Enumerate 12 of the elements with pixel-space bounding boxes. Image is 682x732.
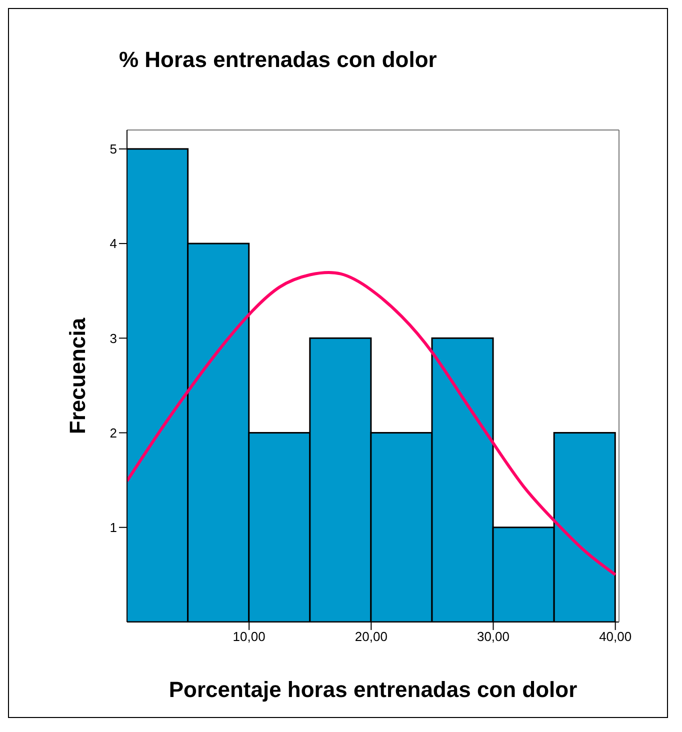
x-tick-label: 30,00: [476, 629, 510, 644]
x-axis-title: Porcentaje horas entrenadas con dolor: [168, 677, 578, 702]
y-tick-label: 3: [110, 330, 117, 346]
y-tick-label: 4: [110, 236, 117, 252]
x-tick-label: 20,00: [354, 629, 388, 644]
y-tick-label: 5: [110, 142, 117, 157]
x-tick-label: 10,00: [232, 629, 266, 644]
y-axis-title: Frecuencia: [64, 317, 90, 434]
chart-title: % Horas entrenadas con dolor: [119, 47, 437, 73]
y-tick-label: 1: [110, 520, 117, 535]
x-tick-label: 40,00: [599, 629, 632, 644]
y-tick-label: 2: [110, 425, 117, 440]
